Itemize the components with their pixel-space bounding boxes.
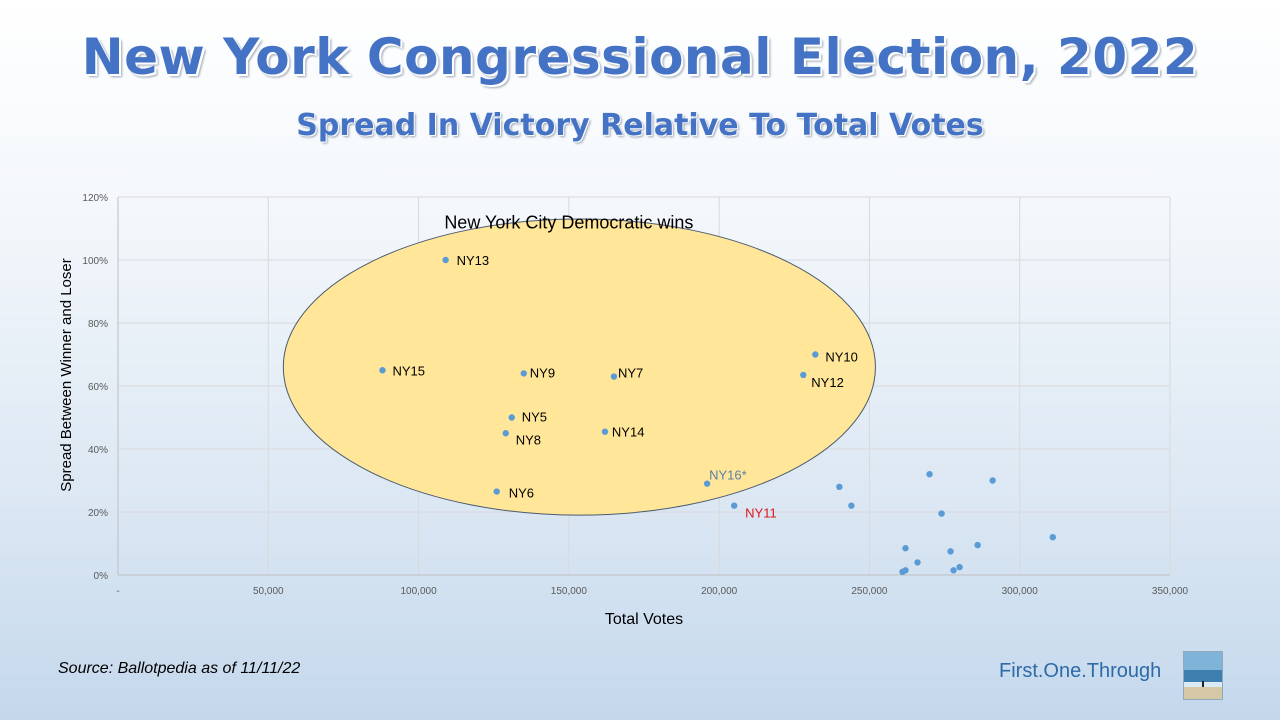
point-label: NY15 xyxy=(393,363,426,378)
source-note: Source: Ballotpedia as of 11/11/22 xyxy=(58,660,301,677)
y-tick-label: 120% xyxy=(82,193,108,204)
scatter-point xyxy=(950,567,957,574)
point-label: NY16* xyxy=(709,468,747,483)
scatter-point xyxy=(601,428,609,435)
scatter-point xyxy=(974,541,981,549)
chart-axes xyxy=(117,197,1170,576)
scatter-point xyxy=(914,559,921,566)
y-tick-label: 20% xyxy=(88,508,108,519)
x-tick-label: 300,000 xyxy=(1002,586,1039,597)
scatter-point xyxy=(502,430,509,437)
point-label: NY14 xyxy=(612,425,645,440)
scatter-point xyxy=(902,567,909,574)
point-label: NY8 xyxy=(516,432,541,447)
x-tick-label: 250,000 xyxy=(851,586,888,597)
x-tick-label: 150,000 xyxy=(551,586,588,597)
y-axis-label: Spread Between Winner and Loser xyxy=(58,258,75,491)
x-axis-label: Total Votes xyxy=(605,611,683,628)
point-label: NY12 xyxy=(811,375,844,390)
chart-points xyxy=(379,256,1056,576)
point-label: NY11 xyxy=(745,506,777,521)
chart-annotation: New York City Democratic wins xyxy=(444,213,693,233)
scatter-point xyxy=(610,373,618,380)
scatter-point xyxy=(938,510,945,517)
scatter-point xyxy=(989,477,996,484)
page-title: New York Congressional Election, 2022 xyxy=(81,28,1199,86)
scatter-point xyxy=(848,502,855,509)
y-tick-label: 40% xyxy=(88,445,108,456)
point-label: NY6 xyxy=(509,486,534,501)
scatter-point xyxy=(493,488,500,495)
scatter-point xyxy=(379,367,386,374)
beach-photo-logo xyxy=(1183,651,1223,700)
point-label: NY13 xyxy=(457,253,490,268)
brand-name[interactable]: First.One.Through xyxy=(999,660,1162,682)
point-label: NY5 xyxy=(522,410,547,425)
point-label: NY7 xyxy=(618,366,643,381)
x-tick-label: 200,000 xyxy=(701,586,738,597)
x-tick-label: - xyxy=(116,586,119,597)
scatter-point xyxy=(926,471,933,478)
y-tick-label: 100% xyxy=(82,256,108,267)
scatter-point xyxy=(800,371,807,379)
scatter-point xyxy=(508,414,515,421)
scatter-point xyxy=(956,563,963,571)
point-label: NY9 xyxy=(530,365,555,380)
scatter-point xyxy=(520,370,527,377)
scatter-point xyxy=(442,256,449,264)
y-tick-label: 60% xyxy=(88,382,108,393)
y-tick-label: 0% xyxy=(94,571,109,582)
page-subtitle: Spread In Victory Relative To Total Vote… xyxy=(296,108,984,143)
scatter-point xyxy=(902,545,909,552)
point-label: NY10 xyxy=(825,350,858,365)
x-tick-label: 50,000 xyxy=(253,586,284,597)
scatter-point xyxy=(730,502,738,509)
scatter-point xyxy=(947,548,954,555)
x-tick-label: 350,000 xyxy=(1152,586,1189,597)
scatter-point xyxy=(703,480,711,487)
x-tick-label: 100,000 xyxy=(400,586,437,597)
scatter-point xyxy=(812,351,819,358)
nyc-democratic-region-ellipse xyxy=(282,218,876,516)
y-tick-label: 80% xyxy=(88,319,108,330)
chart-tick-labels: - 50,000 100,000 150,000 200,000 250,000 300,0… xyxy=(82,193,1188,597)
scatter-point xyxy=(836,483,843,490)
chart-point-labels: NY13 NY15 NY9 NY7 NY10 NY12 NY5 NY8 NY14 NY6 NY16*… xyxy=(393,253,858,521)
scatter-point xyxy=(1049,534,1056,541)
